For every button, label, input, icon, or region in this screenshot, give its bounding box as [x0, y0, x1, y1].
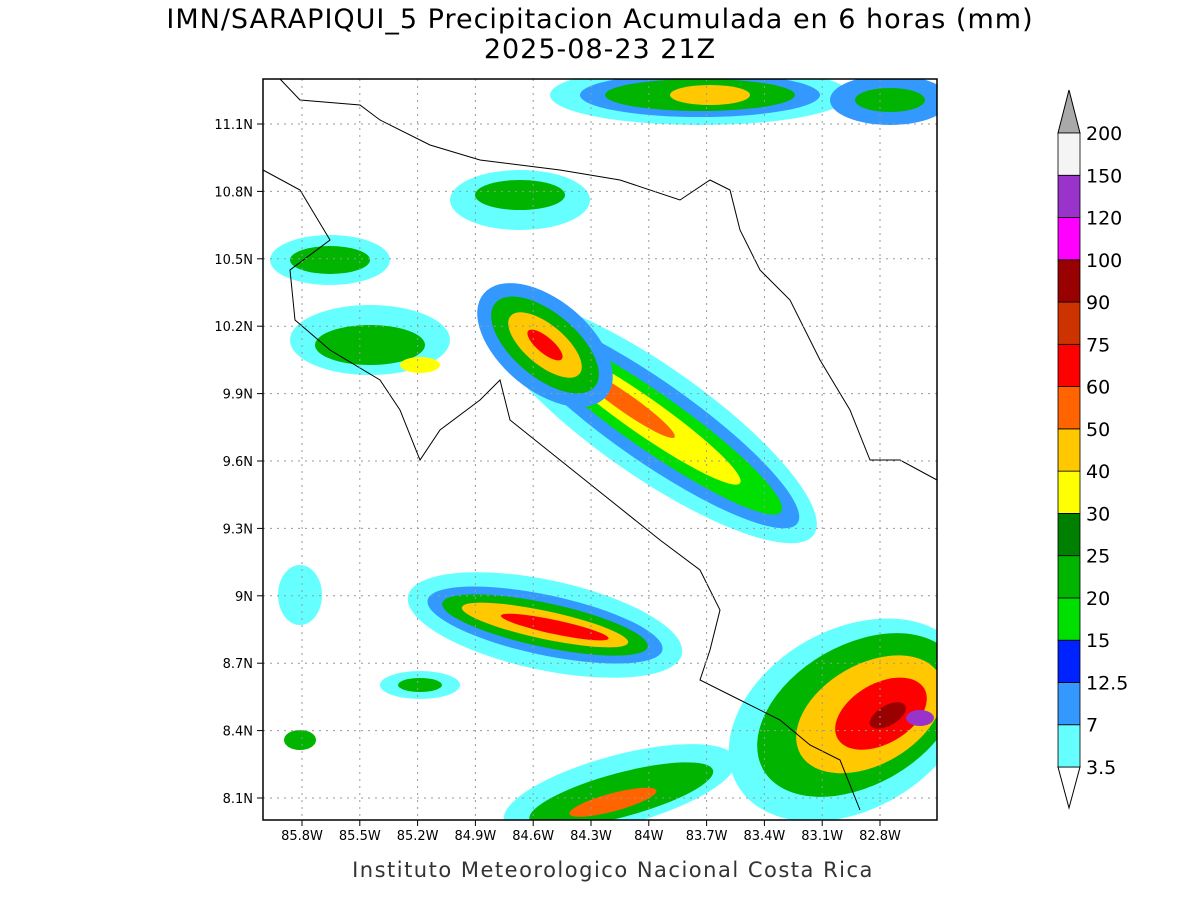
- lon-label: 85.5W: [339, 829, 381, 844]
- colorbar-box: [1057, 132, 1081, 176]
- colorbar-label: 12.5: [1086, 672, 1128, 694]
- lon-label: 85.2W: [397, 829, 439, 844]
- colorbar-box: [1057, 386, 1081, 430]
- lon-label: 84.6W: [512, 829, 554, 844]
- colorbar-box: [1057, 217, 1081, 261]
- colorbar-box: [1057, 174, 1081, 218]
- lon-label: 83.4W: [743, 829, 785, 844]
- colorbar-box: [1057, 597, 1081, 641]
- colorbar-box: [1057, 724, 1081, 768]
- title: IMN/SARAPIQUI_5 Precipitacion Acumulada …: [166, 4, 1033, 35]
- colorbar-box: [1057, 513, 1081, 557]
- graticule: 11.1N 10.8N 10.5N 10.2N 9.9N 9.6N 9.3N 9N 8.7N 8.…: [214, 79, 937, 844]
- lat-label: 9.3N: [223, 522, 253, 537]
- colorbar-label: 40: [1086, 461, 1110, 483]
- colorbar: 3.5 7 12.5 15 20 25 30 40 50 60 75 90 100 120 150 200: [1057, 89, 1128, 810]
- lat-label: 10.8N: [214, 185, 253, 200]
- colorbar-box: [1057, 639, 1081, 683]
- colorbar-label: 90: [1086, 292, 1110, 314]
- lat-label: 11.1N: [214, 118, 253, 133]
- colorbar-label: 200: [1086, 123, 1122, 145]
- colorbar-over: [1057, 89, 1081, 134]
- colorbar-box: [1057, 470, 1081, 514]
- subtitle: 2025-08-23 21Z: [484, 34, 716, 65]
- lat-label: 8.7N: [223, 657, 253, 672]
- colorbar-box: [1057, 682, 1081, 726]
- lat-label: 10.2N: [214, 320, 253, 335]
- colorbar-label: 20: [1086, 588, 1110, 610]
- footer: Instituto Meteorologico Nacional Costa R…: [352, 858, 874, 882]
- colorbar-label: 120: [1086, 208, 1122, 230]
- lat-label: 8.4N: [223, 725, 253, 740]
- lon-label: 84.9W: [454, 829, 496, 844]
- lat-label: 9.6N: [223, 455, 253, 470]
- colorbar-label: 50: [1086, 419, 1110, 441]
- colorbar-label: 15: [1086, 630, 1110, 652]
- colorbar-box: [1057, 428, 1081, 472]
- map-frame: [262, 78, 938, 821]
- lon-label: 85.8W: [281, 829, 323, 844]
- rain-band: [270, 79, 937, 820]
- lon-label: 84W: [634, 829, 664, 844]
- lon-label: 82.8W: [859, 829, 901, 844]
- colorbar-label: 150: [1086, 165, 1122, 187]
- colorbar-label: 25: [1086, 546, 1110, 568]
- colorbar-box: [1057, 343, 1081, 388]
- precipitation-field: [263, 79, 937, 820]
- colorbar-label: 75: [1086, 334, 1110, 356]
- colorbar-label: 7: [1086, 715, 1098, 737]
- coastline: [263, 79, 937, 811]
- lat-label: 8.1N: [223, 792, 253, 807]
- lon-label: 84.3W: [570, 829, 612, 844]
- lat-label: 10.5N: [214, 253, 253, 268]
- colorbar-label: 60: [1086, 377, 1110, 399]
- lon-label: 83.1W: [801, 829, 843, 844]
- colorbar-under: [1057, 766, 1081, 810]
- lat-label: 9.9N: [223, 388, 253, 403]
- colorbar-box: [1057, 259, 1081, 303]
- lat-label: 9N: [235, 590, 253, 605]
- colorbar-box: [1057, 555, 1081, 599]
- colorbar-box: [1057, 301, 1081, 345]
- colorbar-label: 3.5: [1086, 757, 1116, 779]
- colorbar-label: 30: [1086, 503, 1110, 525]
- colorbar-label: 100: [1086, 250, 1122, 272]
- lon-label: 83.7W: [686, 829, 728, 844]
